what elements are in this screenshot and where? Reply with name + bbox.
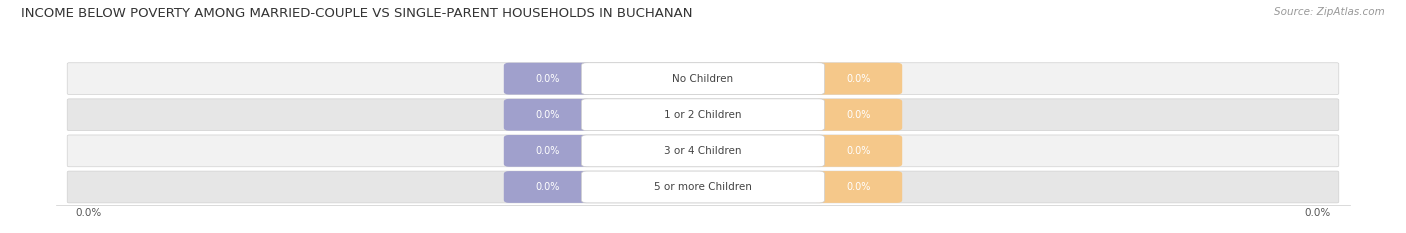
Text: 0.0%: 0.0% xyxy=(846,110,870,120)
Text: 5 or more Children: 5 or more Children xyxy=(654,182,752,192)
FancyBboxPatch shape xyxy=(67,135,1339,167)
Text: 0.0%: 0.0% xyxy=(846,146,870,156)
FancyBboxPatch shape xyxy=(814,171,903,203)
Text: 0.0%: 0.0% xyxy=(846,182,870,192)
FancyBboxPatch shape xyxy=(67,99,1339,131)
FancyBboxPatch shape xyxy=(814,99,903,131)
FancyBboxPatch shape xyxy=(814,135,903,167)
FancyBboxPatch shape xyxy=(503,99,592,131)
Text: 0.0%: 0.0% xyxy=(846,74,870,84)
FancyBboxPatch shape xyxy=(814,63,903,95)
Text: 0.0%: 0.0% xyxy=(536,74,560,84)
Text: Source: ZipAtlas.com: Source: ZipAtlas.com xyxy=(1274,7,1385,17)
Text: 1 or 2 Children: 1 or 2 Children xyxy=(664,110,742,120)
FancyBboxPatch shape xyxy=(503,171,592,203)
FancyBboxPatch shape xyxy=(582,63,824,95)
FancyBboxPatch shape xyxy=(582,171,824,203)
FancyBboxPatch shape xyxy=(67,171,1339,203)
FancyBboxPatch shape xyxy=(503,63,592,95)
Text: 3 or 4 Children: 3 or 4 Children xyxy=(664,146,742,156)
Text: 0.0%: 0.0% xyxy=(536,110,560,120)
FancyBboxPatch shape xyxy=(582,135,824,167)
FancyBboxPatch shape xyxy=(503,135,592,167)
FancyBboxPatch shape xyxy=(67,63,1339,95)
Text: INCOME BELOW POVERTY AMONG MARRIED-COUPLE VS SINGLE-PARENT HOUSEHOLDS IN BUCHANA: INCOME BELOW POVERTY AMONG MARRIED-COUPL… xyxy=(21,7,693,20)
Text: No Children: No Children xyxy=(672,74,734,84)
Text: 0.0%: 0.0% xyxy=(536,146,560,156)
FancyBboxPatch shape xyxy=(582,99,824,131)
Text: 0.0%: 0.0% xyxy=(536,182,560,192)
